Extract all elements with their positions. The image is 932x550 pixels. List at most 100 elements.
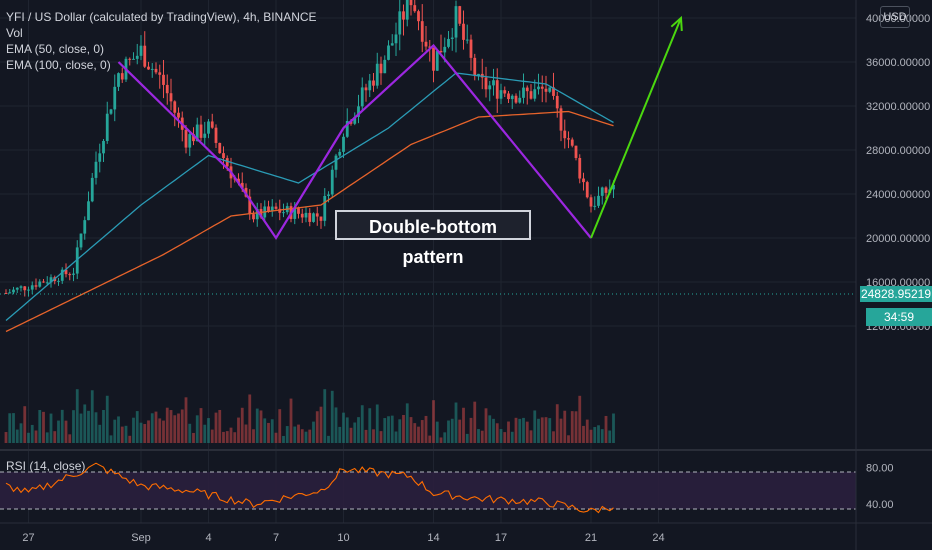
- volume-bar: [338, 426, 342, 443]
- candle-body: [364, 87, 368, 91]
- ema100-legend[interactable]: EMA (100, close, 0): [6, 58, 111, 72]
- volume-bar: [60, 409, 64, 443]
- volume-bar: [529, 430, 533, 443]
- volume-bar: [323, 389, 327, 443]
- candle-body: [315, 213, 319, 217]
- rsi-line: [5, 462, 614, 514]
- candle-body: [135, 55, 139, 59]
- candle-body: [488, 85, 492, 90]
- volume-bar: [15, 429, 19, 443]
- candle-body: [484, 77, 488, 90]
- candle-body: [128, 58, 132, 60]
- candle-body: [514, 95, 518, 103]
- candle-body: [27, 289, 30, 291]
- time-tick-label: 14: [427, 532, 439, 544]
- candle-body: [225, 158, 229, 167]
- candle-body: [398, 11, 402, 35]
- volume-bar: [113, 419, 117, 443]
- candle-body: [113, 86, 117, 110]
- volume-bar: [150, 413, 154, 443]
- volume-bar: [282, 435, 285, 443]
- candle-body: [199, 124, 203, 138]
- time-tick-label: 17: [495, 532, 507, 544]
- candle-body: [30, 285, 34, 290]
- candle-body: [42, 281, 45, 283]
- volume-bar: [289, 398, 293, 443]
- candle-body: [604, 187, 608, 193]
- volume-bar: [499, 429, 503, 443]
- candle-body: [270, 206, 274, 212]
- candle-body: [154, 68, 158, 73]
- volume-bar: [364, 429, 368, 443]
- arrow-head: [670, 15, 683, 32]
- volume-bar: [555, 404, 559, 443]
- volume-bar: [98, 424, 102, 443]
- candle-body: [60, 269, 64, 281]
- price-tick-label: 36000.00000: [866, 57, 930, 69]
- volume-bar: [210, 429, 214, 443]
- candle-body: [375, 63, 379, 86]
- candle-body: [57, 280, 60, 282]
- arrow-shaft: [590, 17, 682, 239]
- volume-bar: [87, 410, 90, 443]
- candle-body: [120, 73, 124, 80]
- currency-button[interactable]: USD: [880, 6, 910, 28]
- candle-body: [8, 292, 12, 294]
- volume-bar: [255, 408, 259, 443]
- volume-bar: [180, 409, 184, 443]
- volume-bar: [83, 404, 87, 443]
- volume-bar: [72, 410, 75, 443]
- candle-body: [473, 57, 477, 76]
- pattern-annotation[interactable]: Double-bottom pattern: [335, 210, 531, 267]
- volume-bar: [439, 437, 443, 443]
- candle-body: [390, 43, 394, 46]
- volume-bar: [334, 407, 338, 443]
- candle-body: [34, 285, 38, 287]
- volume-bar: [330, 390, 334, 443]
- volume-bar: [259, 410, 263, 443]
- candle-body: [255, 208, 259, 220]
- candle-body: [435, 50, 439, 71]
- volume-bar: [409, 417, 413, 443]
- time-tick-label: 7: [273, 532, 279, 544]
- candle-body: [323, 195, 327, 221]
- volume-bar: [360, 405, 364, 443]
- volume-bar: [394, 431, 398, 443]
- volume-bar: [90, 390, 94, 443]
- volume-bar: [428, 435, 432, 443]
- volume-bar: [544, 417, 548, 443]
- candle-body: [507, 93, 510, 100]
- volume-bar: [537, 418, 540, 443]
- volume-bar: [109, 435, 113, 443]
- volume-bar: [53, 431, 57, 443]
- candle-body: [75, 247, 79, 274]
- candle-body: [372, 80, 375, 86]
- candle-body: [169, 93, 173, 102]
- volume-bar: [462, 407, 465, 443]
- volume-bar: [398, 419, 402, 443]
- vol-legend[interactable]: Vol: [6, 26, 23, 40]
- candle-body: [518, 97, 522, 103]
- volume-bar: [593, 427, 597, 443]
- candle-body: [259, 208, 263, 218]
- candle-body: [387, 45, 390, 60]
- chart-grid: [0, 0, 856, 523]
- volume-bar: [405, 403, 409, 443]
- candle-body: [559, 108, 563, 131]
- symbol-title[interactable]: YFI / US Dollar (calculated by TradingVi…: [6, 10, 317, 24]
- candle-body: [210, 121, 214, 128]
- volume-bar: [49, 413, 53, 443]
- candle-body: [510, 95, 514, 100]
- volume-bar: [308, 429, 312, 443]
- candle-body: [162, 74, 165, 85]
- candle-body: [304, 212, 308, 218]
- volume-bar: [447, 420, 450, 443]
- rsi-legend[interactable]: RSI (14, close): [6, 459, 86, 473]
- volume-bar: [540, 417, 544, 443]
- ema50-legend[interactable]: EMA (50, close, 0): [6, 42, 105, 56]
- candle-body: [574, 145, 578, 158]
- volume-bar: [19, 423, 23, 443]
- volume-bar: [345, 417, 349, 443]
- volume-bar: [68, 434, 72, 443]
